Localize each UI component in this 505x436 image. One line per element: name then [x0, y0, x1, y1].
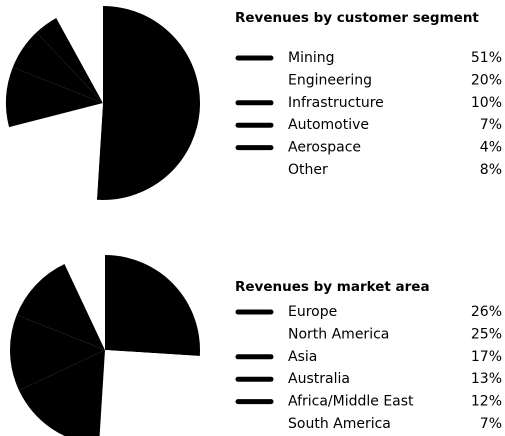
pie-slice: [9, 315, 105, 391]
legend-label: Other: [288, 162, 328, 178]
legend-label: North America: [288, 326, 389, 342]
pie-slice: [19, 350, 105, 436]
legend-label: Aerospace: [288, 140, 361, 156]
pie-slice: [16, 264, 105, 350]
legend-label: Australia: [288, 371, 350, 387]
legend-label: Automotive: [288, 117, 369, 133]
pie-slice: [64, 255, 105, 350]
chart-title: Revenues by customer segment: [235, 10, 479, 26]
value-label: 4%: [480, 140, 502, 156]
value-label: 51%: [471, 50, 502, 66]
value-label: 7%: [480, 416, 502, 432]
legend-label: Europe: [288, 304, 337, 320]
pie-slice: [9, 103, 104, 200]
value-label: 20%: [471, 72, 502, 88]
value-label: 26%: [471, 304, 502, 320]
value-label: 10%: [471, 95, 502, 111]
value-label: 12%: [471, 394, 502, 410]
value-label: 17%: [471, 349, 502, 365]
legend-label: South America: [288, 416, 391, 432]
value-label: 7%: [480, 117, 502, 133]
legend-label: Infrastructure: [288, 95, 384, 111]
pie-slice: [99, 350, 200, 436]
pie-slice: [36, 17, 103, 103]
pie-slice: [12, 32, 103, 104]
legend-label: Mining: [288, 50, 335, 66]
pie-slice: [105, 255, 201, 356]
pie-slice: [6, 67, 104, 128]
legend-label: Engineering: [288, 72, 372, 88]
value-label: 13%: [471, 371, 502, 387]
chart-title: Revenues by market area: [235, 279, 430, 295]
value-label: 25%: [471, 326, 502, 342]
value-label: 8%: [480, 162, 502, 178]
pie-slice: [56, 6, 103, 103]
legend-label: Asia: [288, 349, 317, 365]
pie-slice: [96, 6, 201, 201]
legend-label: Africa/Middle East: [288, 394, 414, 410]
